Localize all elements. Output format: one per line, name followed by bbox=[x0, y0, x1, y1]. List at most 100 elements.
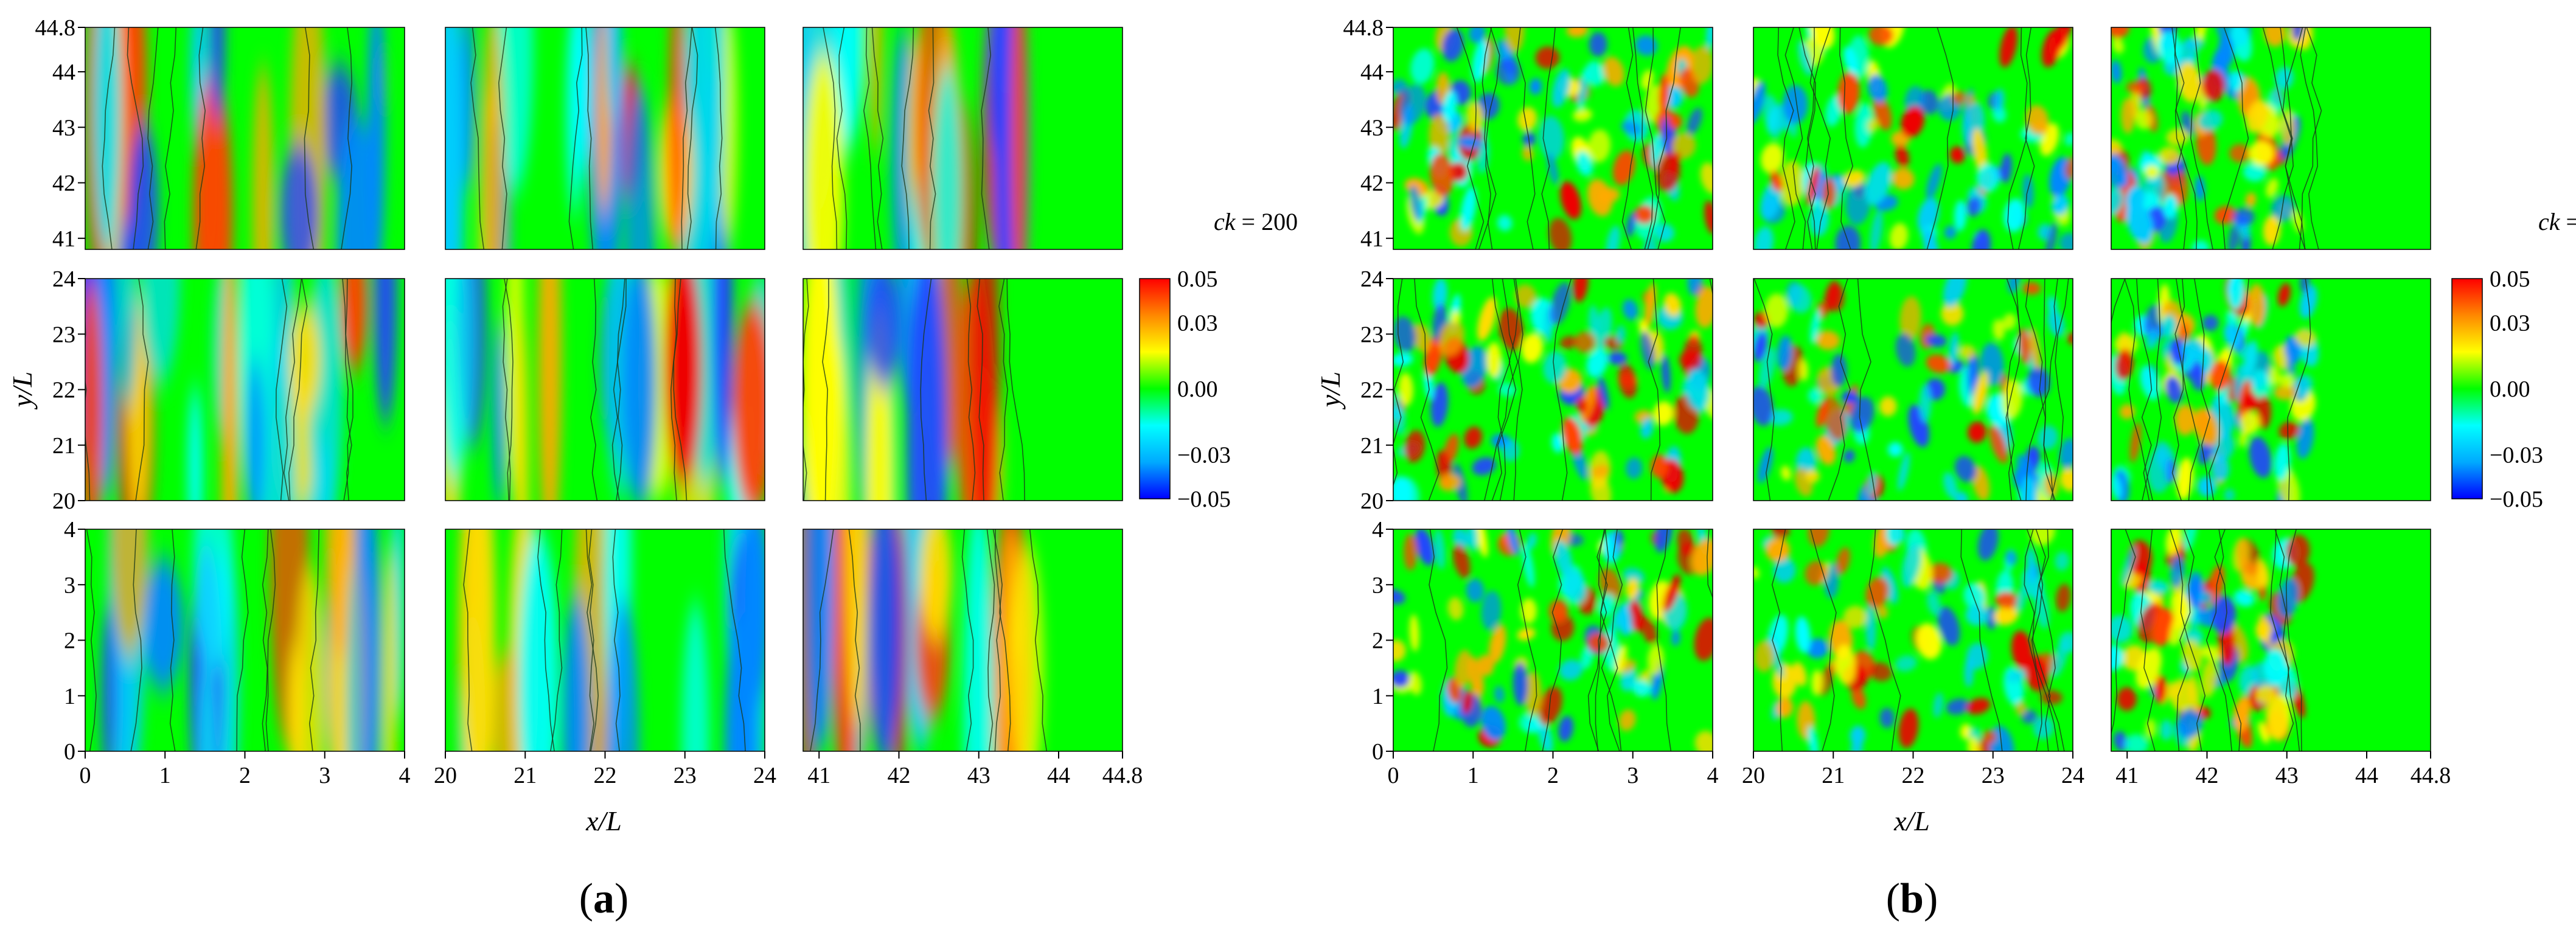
field-patch bbox=[1447, 597, 1464, 620]
field-patch bbox=[1694, 617, 1713, 661]
field-patch bbox=[1635, 35, 1658, 56]
field-patch bbox=[1943, 279, 1967, 307]
field-patch bbox=[1671, 630, 1680, 646]
field-streak bbox=[187, 384, 203, 501]
field-patch bbox=[1659, 73, 1669, 116]
field-patch bbox=[2154, 675, 2167, 704]
field-patch bbox=[1550, 282, 1571, 325]
contour-line bbox=[2171, 279, 2187, 501]
field-patch bbox=[1753, 640, 1775, 672]
contour-line bbox=[1006, 279, 1025, 501]
y-tick-label: 22 bbox=[1360, 378, 1384, 403]
field-streak bbox=[492, 318, 506, 501]
field-patch bbox=[1430, 382, 1449, 427]
field-patch bbox=[1588, 129, 1611, 163]
field-streak bbox=[289, 303, 322, 417]
field-patch bbox=[1795, 616, 1811, 653]
contour-line bbox=[863, 27, 877, 249]
field-patch bbox=[1843, 605, 1867, 629]
field-patch bbox=[2112, 38, 2124, 54]
field-streak bbox=[193, 529, 234, 670]
contour-line bbox=[164, 27, 177, 249]
field-patch bbox=[1607, 352, 1627, 365]
field-patch bbox=[1993, 319, 2005, 341]
field-blobs bbox=[445, 279, 765, 501]
contour-line bbox=[1542, 529, 1564, 751]
contour-line bbox=[986, 529, 995, 751]
field-patch bbox=[1403, 533, 1418, 571]
field-patch bbox=[1615, 644, 1627, 675]
field-patch bbox=[1850, 726, 1866, 746]
field-patch bbox=[1452, 529, 1469, 550]
field-patch bbox=[2051, 195, 2069, 215]
field-patch bbox=[1513, 662, 1528, 706]
x-tick-label: 43 bbox=[967, 763, 990, 788]
colorbar-tick-label: −0.03 bbox=[1177, 443, 1231, 468]
y-tick-label: 24 bbox=[52, 266, 75, 292]
colorbar-tick-label: −0.03 bbox=[2490, 443, 2543, 468]
field-patch bbox=[2174, 405, 2196, 436]
field-patch bbox=[2111, 60, 2122, 84]
contour-line bbox=[308, 529, 320, 751]
contour-line bbox=[585, 529, 599, 751]
field-patch bbox=[1393, 353, 1413, 367]
field-streak bbox=[518, 529, 559, 751]
x-tick-label: 23 bbox=[1982, 763, 2005, 788]
field-patch bbox=[1644, 282, 1657, 328]
field-patch bbox=[2277, 283, 2291, 307]
field-patch bbox=[1677, 529, 1694, 556]
field-patch bbox=[1566, 27, 1589, 38]
x-tick-label: 42 bbox=[888, 763, 911, 788]
field-patch bbox=[1966, 358, 1977, 397]
field-patch bbox=[2172, 170, 2188, 206]
field-patch bbox=[1867, 118, 1879, 133]
field-patch bbox=[1626, 211, 1637, 237]
field-patch bbox=[1408, 671, 1422, 695]
field-patch bbox=[1525, 671, 1542, 717]
plot-frame bbox=[2111, 529, 2431, 752]
field-patch bbox=[2059, 467, 2073, 492]
field-patch bbox=[1753, 226, 1774, 249]
contour-line bbox=[2274, 529, 2300, 751]
contour-line bbox=[504, 279, 513, 501]
y-tick-label: 0 bbox=[1372, 739, 1384, 765]
field-streak bbox=[625, 83, 655, 249]
field-streak bbox=[713, 279, 733, 488]
field-patch bbox=[1879, 396, 1897, 417]
field-patch bbox=[1472, 39, 1489, 83]
contour-line bbox=[2287, 279, 2311, 501]
field-blobs bbox=[1753, 279, 2073, 501]
panel-a-plot-r0-c2 bbox=[802, 27, 1123, 250]
field-patch bbox=[1685, 369, 1710, 411]
panel-a-plot-r0-c1 bbox=[445, 27, 765, 250]
field-streak bbox=[869, 27, 882, 156]
field-patch bbox=[1758, 347, 1776, 389]
field-patch bbox=[2037, 425, 2058, 450]
contour-line bbox=[236, 529, 249, 751]
field-patch bbox=[1960, 723, 1972, 740]
field-patch bbox=[2184, 529, 2198, 551]
field-patch bbox=[1982, 730, 1997, 744]
contour-line bbox=[283, 279, 302, 501]
field-patch bbox=[1954, 456, 1977, 482]
contour-lines bbox=[2111, 279, 2311, 501]
colorbar-tick-label: 0.00 bbox=[1177, 377, 1218, 402]
x-tick-label: 44.8 bbox=[2411, 763, 2451, 788]
contour-line bbox=[1414, 279, 1440, 501]
field-streak bbox=[562, 592, 591, 751]
field-patch bbox=[1898, 452, 1910, 491]
field-patch bbox=[2216, 27, 2227, 41]
field-patch bbox=[1640, 417, 1654, 439]
field-patch bbox=[2271, 195, 2295, 222]
contour-line bbox=[612, 529, 621, 751]
plot-frame bbox=[445, 27, 765, 250]
y-tick-label: 41 bbox=[1360, 226, 1384, 252]
field-streak bbox=[193, 74, 233, 249]
field-patch bbox=[2015, 701, 2027, 716]
field-patch bbox=[1941, 301, 1964, 326]
field-patch bbox=[2227, 279, 2245, 310]
field-patch bbox=[1867, 74, 1888, 103]
panel-b-x-axis-label: x/L bbox=[1893, 805, 1930, 836]
contour-line bbox=[1600, 529, 1620, 751]
panel-b-plot-r1-c1 bbox=[1753, 278, 2073, 501]
